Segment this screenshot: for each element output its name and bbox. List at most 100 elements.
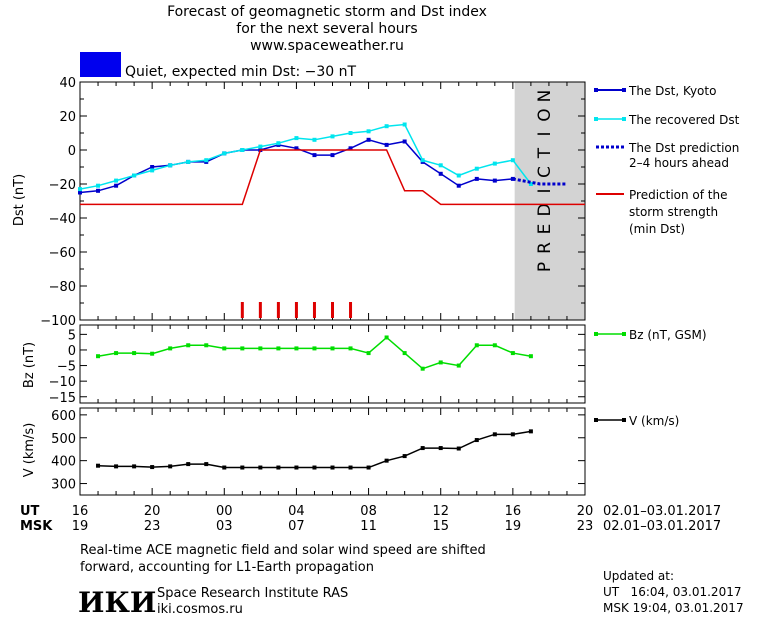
bz-axis-label: Bz (nT) <box>22 342 37 388</box>
prediction-of-the-storm-strength-min-dst-line <box>80 149 585 206</box>
v-km-s-point <box>294 465 299 470</box>
panel-frame <box>79 324 586 404</box>
the-recovered-dst-point <box>402 122 407 127</box>
v-km-s-point <box>258 465 263 470</box>
speed-panel: 600 500 400 300 <box>51 407 586 496</box>
legend-storm-label1: Prediction of the <box>629 188 728 202</box>
the-recovered-dst-point <box>186 159 191 164</box>
bz-nt-gsm-point <box>276 346 281 351</box>
the-recovered-dst-point <box>510 158 515 163</box>
legend-dst-kyoto-label: The Dst, Kyoto <box>628 84 716 98</box>
the-recovered-dst-point <box>96 183 101 188</box>
ut-tick-label: 16 <box>505 504 522 519</box>
prediction-label-letter: O <box>535 108 555 121</box>
bz-nt-gsm-point <box>222 346 227 351</box>
the-recovered-dst-point <box>222 151 227 156</box>
msk-tick-label: 15 <box>432 519 449 534</box>
legend-dst-prediction: The Dst prediction 2–4 hours ahead <box>596 141 739 170</box>
prediction-label-letter: P <box>535 262 555 272</box>
panel-frame <box>79 81 586 321</box>
the-recovered-dst-point <box>258 144 263 149</box>
prediction-label-letter: E <box>535 224 555 235</box>
y-tick-label: −20 <box>49 178 76 193</box>
footer-note-line1: Real-time ACE magnetic field and solar w… <box>80 543 486 558</box>
v-km-s-point <box>348 465 353 470</box>
ut-tick-label: 08 <box>360 504 377 519</box>
the-recovered-dst-point <box>348 131 353 135</box>
ut-tick-label: 20 <box>577 504 594 519</box>
msk-tick-label: 03 <box>216 519 233 534</box>
legend-bz-label: Bz (nT, GSM) <box>629 328 707 342</box>
the-dst-kyoto-point <box>348 146 353 151</box>
prediction-zone <box>514 82 585 320</box>
speed-axis-label: V (km/s) <box>22 423 37 478</box>
the-recovered-dst-point <box>438 163 443 168</box>
bz-nt-gsm-point <box>402 351 407 356</box>
legend-dst-recovered-label: The recovered Dst <box>628 113 740 127</box>
the-dst-kyoto-point <box>150 165 155 169</box>
v-km-s-line <box>98 430 532 469</box>
ut-tick-label: 00 <box>216 504 233 519</box>
y-tick-label: 0 <box>68 144 76 159</box>
legend-storm-label3: (min Dst) <box>629 222 685 236</box>
bz-panel: 50−5−10−15 <box>49 324 586 406</box>
the-recovered-dst-point <box>204 158 209 163</box>
msk-tick-label: 19 <box>72 519 89 534</box>
y-tick-label: 500 <box>51 432 76 447</box>
y-tick-label: 40 <box>59 76 76 91</box>
v-km-s-point <box>456 446 461 451</box>
ut-tick-label: 12 <box>432 504 449 519</box>
legend-speed-label: V (km/s) <box>629 414 679 428</box>
the-recovered-dst-point <box>132 173 137 178</box>
the-recovered-dst-point <box>114 178 119 183</box>
prediction-label-letter: D <box>535 203 555 216</box>
msk-label: MSK <box>20 519 53 534</box>
prediction-label-letter: T <box>535 147 555 159</box>
v-km-s-point <box>96 463 101 468</box>
bz-nt-gsm-point <box>456 363 461 368</box>
v-km-s-point <box>132 464 137 469</box>
prediction-label-letter: R <box>535 242 555 254</box>
v-km-s-point <box>528 429 533 434</box>
legend-dst-recovered: The recovered Dst <box>594 113 740 127</box>
prediction-label-letter: I <box>535 188 555 193</box>
v-km-s-point <box>276 465 281 470</box>
bz-nt-gsm-point <box>348 346 353 351</box>
institute-url[interactable]: iki.cosmos.ru <box>157 602 243 617</box>
the-recovered-dst-point <box>330 134 335 139</box>
the-recovered-dst-point <box>168 163 173 168</box>
the-dst-kyoto-point <box>384 142 389 147</box>
v-km-s-point <box>168 464 173 469</box>
v-km-s-point <box>366 465 371 470</box>
the-dst-kyoto-point <box>492 178 497 183</box>
v-km-s-point <box>384 458 389 463</box>
the-dst-kyoto-point <box>96 188 101 193</box>
y-tick-label: 0 <box>68 344 76 359</box>
ut-tick-label: 16 <box>72 504 89 519</box>
v-km-s-point <box>150 465 155 470</box>
v-km-s-point <box>474 438 479 443</box>
updated-label: Updated at: <box>603 569 674 583</box>
y-tick-label: 5 <box>68 328 76 343</box>
bz-nt-gsm-point <box>168 346 173 351</box>
bz-nt-gsm-point <box>510 351 515 356</box>
msk-tick-label: 07 <box>288 519 305 534</box>
v-km-s-point <box>438 446 443 451</box>
msk-tick-label: 23 <box>144 519 161 534</box>
prediction-label-letter: C <box>535 166 555 178</box>
v-km-s-point <box>240 465 245 470</box>
the-recovered-dst-point <box>240 148 245 152</box>
v-km-s-point <box>114 464 119 469</box>
the-dst-prediction-2-4-hours-ahead-line <box>512 177 567 186</box>
msk-tick-label: 11 <box>360 519 377 534</box>
the-recovered-dst-point <box>492 161 497 166</box>
legend-storm: Prediction of the storm strength (min Ds… <box>596 188 728 236</box>
the-recovered-dst-line <box>79 123 532 190</box>
the-recovered-dst-point <box>384 124 389 129</box>
legend-speed: V (km/s) <box>594 414 679 428</box>
legend-bz: Bz (nT, GSM) <box>594 328 707 342</box>
the-recovered-dst-point <box>366 129 371 134</box>
bz-nt-gsm-point <box>132 351 137 356</box>
